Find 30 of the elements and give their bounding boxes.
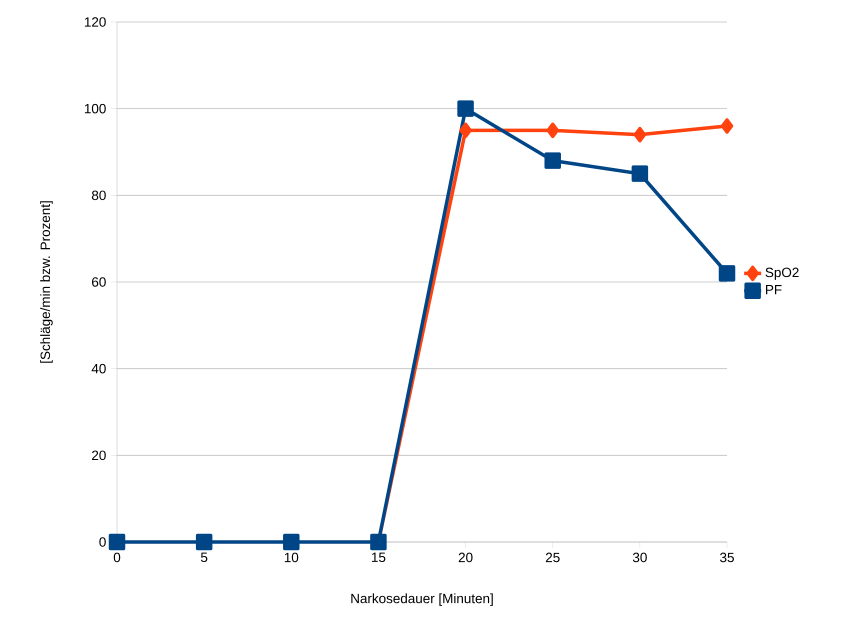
point	[459, 122, 472, 138]
x-axis-title: Narkosedauer [Minuten]	[351, 593, 493, 606]
x-tick-label: 0	[114, 552, 120, 562]
y-tick-label: 100	[84, 104, 106, 114]
y-tick-label: 0	[99, 537, 106, 547]
point	[457, 100, 474, 117]
x-tick-label: 20	[458, 552, 473, 562]
point	[544, 152, 561, 169]
y-tick-label: 120	[84, 17, 106, 27]
point	[718, 265, 736, 282]
point	[634, 126, 646, 142]
point	[196, 534, 212, 550]
y-tick-label: 60	[92, 277, 106, 287]
y-tick-label: 40	[92, 364, 106, 374]
x-tick-label: 5	[200, 552, 208, 562]
legend-label: PF	[766, 285, 782, 294]
point	[108, 534, 126, 550]
x-tick-label: 25	[546, 552, 560, 562]
y-tick-label: 20	[92, 450, 106, 460]
x-tick-label: 15	[372, 552, 386, 562]
point	[283, 534, 300, 550]
y-tick-label: 80	[92, 190, 106, 200]
point	[546, 122, 559, 138]
x-tick-label: 35	[720, 552, 734, 562]
point	[720, 118, 734, 134]
point	[632, 165, 648, 182]
y-axis-title: [Schläge/min bzw. Prozent]	[40, 201, 53, 363]
x-tick-label: 10	[284, 552, 298, 562]
x-tick-label: 30	[632, 552, 647, 562]
legend-label: SpO2	[766, 268, 799, 280]
